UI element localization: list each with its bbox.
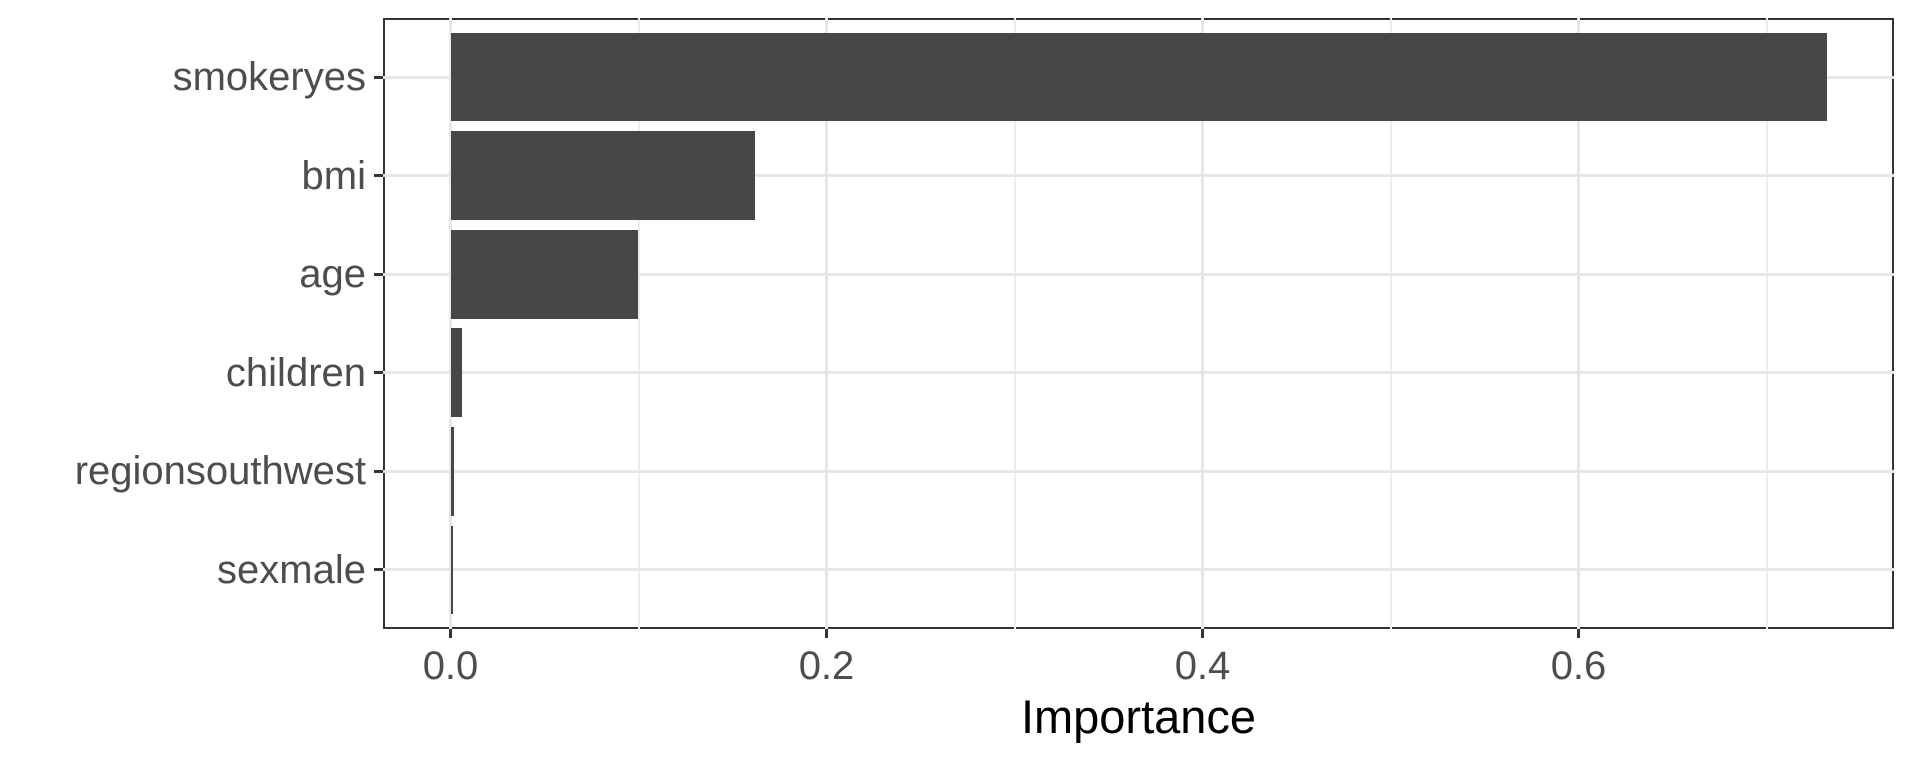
gridline-x-major-0.6 bbox=[1577, 18, 1580, 629]
y-axis-label-age: age bbox=[299, 252, 366, 297]
gridline-x-minor-0.7 bbox=[1765, 18, 1768, 629]
bar-bmi bbox=[450, 131, 756, 220]
bar-smokeryes bbox=[450, 32, 1827, 122]
gridline-x-major-0.2 bbox=[825, 18, 828, 629]
y-tick-smokeryes bbox=[374, 75, 383, 79]
bar-age bbox=[450, 229, 638, 319]
y-tick-age bbox=[374, 272, 383, 276]
gridline-x-minor-0.3 bbox=[1013, 18, 1016, 629]
y-tick-regionsouthwest bbox=[374, 469, 383, 473]
gridline-y-bmi bbox=[383, 174, 1894, 178]
bar-children bbox=[450, 328, 462, 418]
x-tick-0.6 bbox=[1577, 629, 1580, 638]
y-tick-children bbox=[374, 371, 383, 375]
gridline-y-sexmale bbox=[383, 568, 1894, 572]
bar-regionsouthwest bbox=[450, 426, 454, 516]
y-axis-label-bmi: bmi bbox=[301, 153, 366, 198]
gridline-y-children bbox=[383, 371, 1894, 375]
x-axis-label-0.0: 0.0 bbox=[422, 644, 479, 688]
x-axis-label-0.4: 0.4 bbox=[1174, 644, 1231, 688]
x-tick-0.2 bbox=[825, 629, 828, 638]
gridline-x-major-0 bbox=[449, 18, 452, 629]
gridline-y-age bbox=[383, 272, 1894, 276]
gridline-x-major-0.4 bbox=[1201, 18, 1204, 629]
y-tick-sexmale bbox=[374, 568, 383, 572]
y-axis-label-smokeryes: smokeryes bbox=[172, 55, 366, 100]
gridline-x-minor-0.5 bbox=[1389, 18, 1392, 629]
y-axis-label-children: children bbox=[225, 350, 366, 395]
x-tick-0.0 bbox=[449, 629, 452, 638]
y-tick-bmi bbox=[374, 174, 383, 178]
y-axis-label-sexmale: sexmale bbox=[217, 547, 366, 592]
x-tick-0.4 bbox=[1201, 629, 1204, 638]
x-axis-title: Importance bbox=[1020, 690, 1257, 743]
plot-panel bbox=[383, 18, 1894, 629]
x-axis-label-0.2: 0.2 bbox=[798, 644, 855, 688]
gridline-x-minor-0.1 bbox=[637, 18, 640, 629]
x-axis-label-0.6: 0.6 bbox=[1550, 644, 1607, 688]
y-axis-label-regionsouthwest: regionsouthwest bbox=[74, 449, 366, 494]
bar-sexmale bbox=[450, 525, 453, 615]
gridline-y-regionsouthwest bbox=[383, 469, 1894, 473]
